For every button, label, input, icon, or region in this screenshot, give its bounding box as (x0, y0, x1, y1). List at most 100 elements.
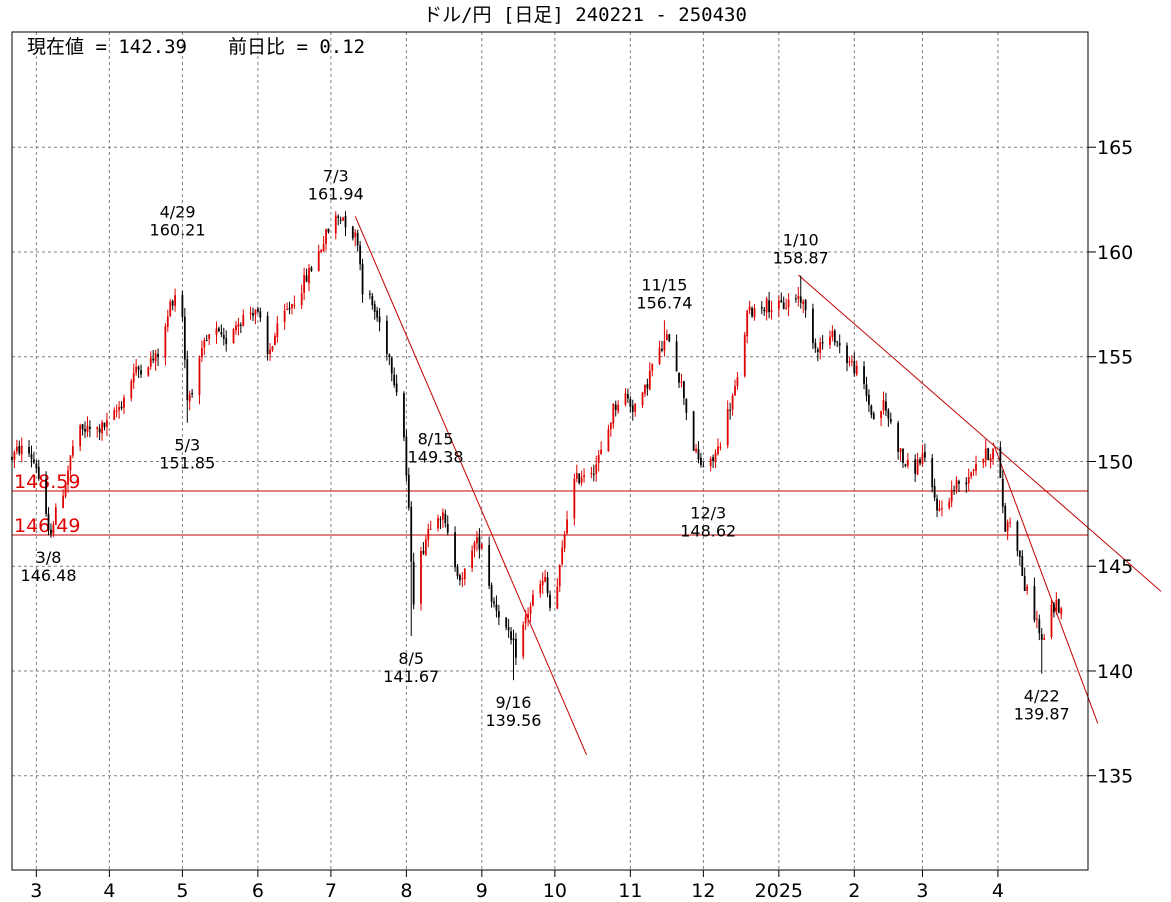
annotation-value: 139.56 (485, 711, 541, 730)
candle-down (1053, 603, 1055, 613)
candle-up (54, 507, 57, 525)
candle-down (780, 299, 783, 303)
candle-down (84, 429, 86, 432)
candle-down (1040, 634, 1043, 640)
x-tick-label: 11 (618, 880, 642, 902)
candle-up (1026, 586, 1029, 591)
candle-up (734, 386, 736, 396)
candle-down (1023, 575, 1026, 591)
candle-down (697, 448, 700, 460)
candle-down (923, 451, 926, 458)
candle-down (33, 459, 35, 463)
candle-up (166, 316, 169, 327)
candle-up (52, 524, 55, 534)
candle-up (850, 360, 853, 362)
candle-up (237, 323, 240, 327)
candle-down (50, 529, 52, 535)
candle-up (476, 537, 478, 544)
candle-down (760, 307, 763, 309)
candle-up (208, 334, 211, 339)
candle-down (812, 308, 814, 344)
candle-down (863, 366, 865, 384)
candle-down (768, 300, 770, 313)
candle-down (371, 295, 374, 306)
candle-down (685, 399, 688, 413)
candle-down (407, 474, 410, 508)
annotation-date: 8/5 (398, 649, 424, 668)
candle-down (702, 466, 705, 468)
candle-up (13, 451, 16, 460)
candle-up (96, 427, 99, 429)
candle-up (242, 314, 245, 326)
candle-down (814, 342, 817, 349)
candle-down (359, 245, 362, 265)
candle-up (276, 323, 279, 338)
candle-down (205, 340, 208, 342)
annotation-date: 8/15 (418, 429, 454, 448)
candle-up (566, 519, 568, 534)
candle-down (546, 577, 549, 594)
candle-down (376, 310, 379, 318)
x-tick-label: 3 (916, 880, 928, 902)
candle-up (967, 477, 970, 484)
candle-down (493, 601, 495, 604)
candle-down (999, 447, 1002, 478)
candle-down (629, 398, 632, 407)
candle-up (232, 329, 235, 344)
candle-up (64, 485, 67, 497)
candle-down (256, 308, 259, 312)
candle-up (561, 547, 564, 564)
candle-up (69, 455, 72, 471)
candle-down (410, 506, 413, 562)
annotation-date: 5/3 (174, 436, 200, 455)
trendline (354, 216, 587, 755)
candle-up (303, 275, 306, 293)
candle-up (147, 367, 150, 376)
candle-down (515, 638, 517, 658)
candle-down (668, 334, 671, 342)
candle-down (692, 411, 695, 451)
candle-down (897, 423, 900, 452)
annotation-date: 11/15 (641, 275, 687, 294)
candle-up (941, 508, 943, 510)
candle-down (1033, 586, 1036, 621)
candle-down (446, 523, 449, 533)
annotation-value: 141.67 (383, 667, 439, 686)
candle-up (906, 459, 909, 466)
candle-up (308, 267, 310, 284)
candle-down (836, 341, 839, 343)
candle-down (821, 341, 824, 344)
candle-up (149, 357, 152, 367)
candle-up (590, 472, 593, 474)
candle-up (695, 448, 697, 452)
x-tick-label: 2 (848, 880, 860, 902)
candle-up (320, 249, 323, 252)
candle-up (62, 495, 65, 509)
candle-up (130, 381, 133, 399)
candle-up (975, 464, 977, 471)
x-axis-ticks: 3 4 5 6 7 8 9 10 11 12 2025 2 3 4 (30, 870, 1004, 902)
candle-down (157, 354, 159, 357)
candle-up (563, 534, 566, 549)
x-tick-label: 4 (992, 880, 1004, 902)
candle-up (254, 309, 257, 315)
candle-down (35, 463, 38, 469)
candle-up (558, 565, 561, 587)
candle-down (887, 409, 890, 419)
annotation-date: 7/3 (323, 166, 349, 185)
plot-frame (11, 31, 1089, 871)
candle-down (700, 458, 702, 466)
candle-up (651, 363, 654, 371)
support-lines: 148.59 146.49 (12, 471, 1088, 537)
candle-up (717, 446, 719, 454)
candle-down (490, 585, 493, 602)
candle-up (235, 325, 237, 331)
candle-up (600, 449, 603, 455)
candle-up (882, 400, 885, 411)
candle-up (79, 425, 82, 447)
candle-down (239, 324, 242, 326)
candle-up (1006, 522, 1009, 532)
candle-up (86, 425, 89, 433)
